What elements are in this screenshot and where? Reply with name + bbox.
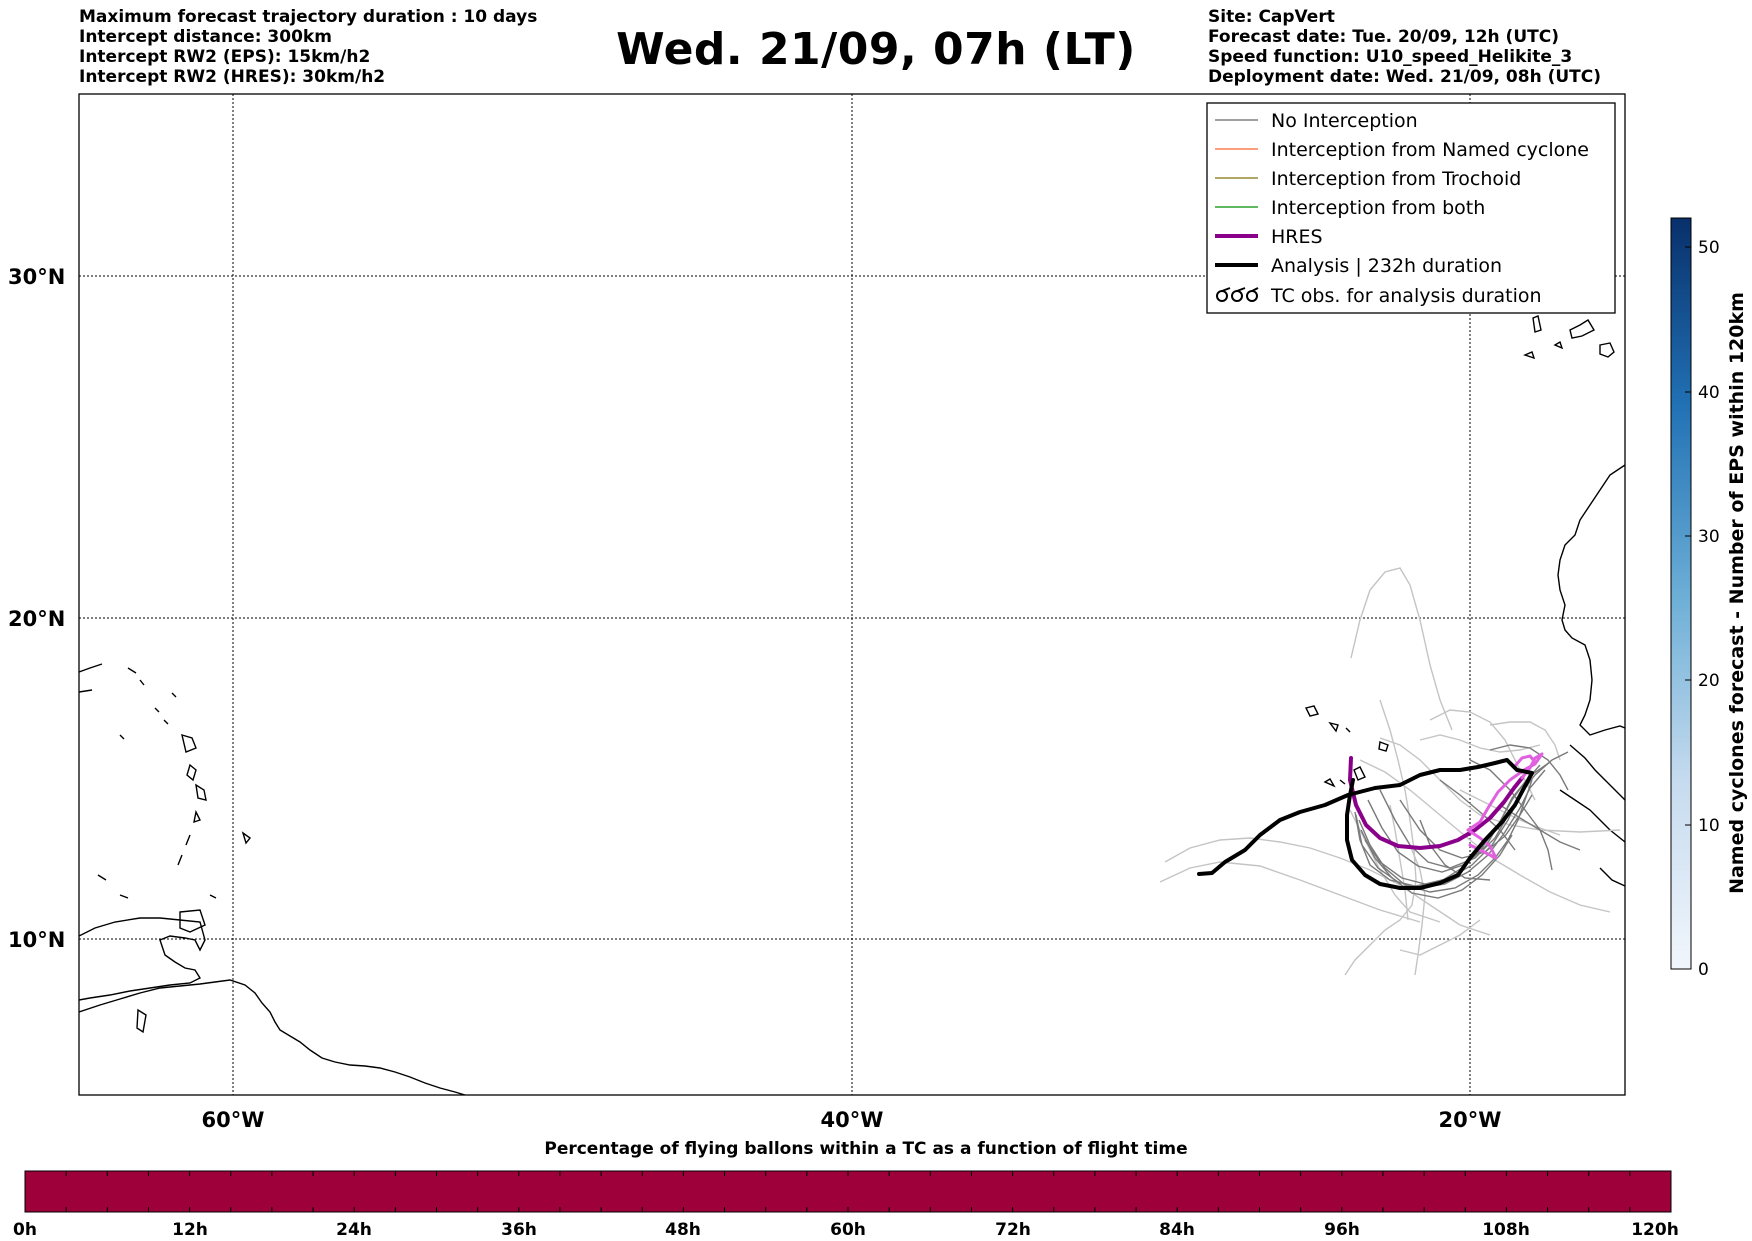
- colorbar-right: 0 10 20 30 40 50 Named cyclones forecast…: [1670, 217, 1748, 980]
- legend-label: Interception from Named cyclone: [1271, 139, 1589, 161]
- antilles-dots: [97, 692, 177, 899]
- info-line: Site: CapVert: [1208, 7, 1335, 27]
- tick-label: 72h: [995, 1220, 1031, 1240]
- legend-label: Analysis | 232h duration: [1271, 255, 1502, 277]
- trinidad: [179, 909, 206, 933]
- flight-time-bar: [24, 1170, 1672, 1213]
- tick-label: 24h: [336, 1220, 372, 1240]
- cyclone-symbols-icon: [1216, 287, 1259, 302]
- coastlines: [79, 315, 1625, 1095]
- info-line: Intercept distance: 300km: [79, 27, 332, 47]
- legend-entry: Interception from Named cyclone: [1215, 139, 1589, 161]
- info-line: Deployment date: Wed. 21/09, 08h (UTC): [1208, 67, 1602, 87]
- legend-entry: TC obs. for analysis duration: [1216, 285, 1542, 307]
- legend-label: Interception from both: [1271, 197, 1485, 219]
- colorbar-bottom-title: Percentage of flying ballons within a TC…: [544, 1139, 1187, 1159]
- axis-labels: 30°N 20°N 10°N 60°W 40°W 20°W: [8, 265, 1501, 1132]
- info-line: Forecast date: Tue. 20/09, 12h (UTC): [1208, 27, 1559, 47]
- tick-label: 60h: [830, 1220, 866, 1240]
- tick-label: 20: [1698, 671, 1720, 691]
- analysis-trajectory: [1197, 758, 1534, 890]
- tick-label: 50: [1698, 238, 1720, 258]
- colorbar-ticks: [1685, 246, 1691, 970]
- tick-label: 10: [1698, 816, 1720, 836]
- lat-label-10n: 10°N: [8, 928, 65, 952]
- tick-label: 36h: [501, 1220, 537, 1240]
- tick-label: 108h: [1482, 1220, 1530, 1240]
- flight-time-minor-ticks: [65, 1171, 1631, 1212]
- info-line: Speed function: U10_speed_Helikite_3: [1208, 47, 1573, 67]
- tick-label: 0: [1698, 960, 1709, 980]
- tick-label: 120h: [1631, 1220, 1679, 1240]
- tick-label: 48h: [665, 1220, 701, 1240]
- header-left: Maximum forecast trajectory duration : 1…: [79, 7, 537, 87]
- hres-segment-late: [1466, 752, 1544, 860]
- canary-islands: [1523, 315, 1615, 360]
- legend-entry: Interception from both: [1215, 197, 1485, 219]
- hres-segment-early: [1348, 756, 1524, 850]
- legend-entry: Analysis | 232h duration: [1215, 255, 1502, 277]
- legend-label: No Interception: [1271, 110, 1418, 132]
- tick-label: 84h: [1159, 1220, 1195, 1240]
- legend-entry: No Interception: [1215, 110, 1418, 132]
- lon-label-20w: 20°W: [1439, 1108, 1502, 1132]
- eps-trajectories-light: [1159, 567, 1621, 976]
- lesser-antilles: [136, 733, 252, 1034]
- tick-label: 30: [1698, 527, 1720, 547]
- colorbar-bottom: Percentage of flying ballons within a TC…: [13, 1139, 1679, 1240]
- legend: No Interception Interception from Named …: [1206, 102, 1616, 314]
- tick-label: 12h: [172, 1220, 208, 1240]
- header-right: Site: CapVert Forecast date: Tue. 20/09,…: [1208, 7, 1601, 87]
- lat-label-30n: 30°N: [8, 265, 65, 289]
- legend-entry: Interception from Trochoid: [1215, 168, 1521, 190]
- legend-box: [1206, 102, 1616, 314]
- northern-coast-fragments: [79, 663, 145, 693]
- hres-trajectory: [1348, 752, 1544, 860]
- lon-label-40w: 40°W: [821, 1108, 884, 1132]
- legend-label: TC obs. for analysis duration: [1270, 285, 1542, 307]
- tick-label: 96h: [1324, 1220, 1360, 1240]
- africa-coast: [1557, 464, 1625, 736]
- south-america-coast: [79, 979, 466, 1095]
- lat-label-20n: 20°N: [8, 607, 65, 631]
- info-line: Intercept RW2 (HRES): 30km/h2: [79, 67, 386, 87]
- legend-label: HRES: [1271, 226, 1323, 248]
- flight-time-tick-labels: 0h 12h 24h 36h 48h 60h 72h 84h 96h 108h …: [13, 1220, 1679, 1240]
- lon-label-60w: 60°W: [202, 1108, 265, 1132]
- colorbar-gradient: [1670, 217, 1692, 970]
- africa-lower-coast: [1559, 744, 1625, 887]
- tick-label: 40: [1698, 383, 1720, 403]
- tick-label: 0h: [13, 1220, 37, 1240]
- info-line: Intercept RW2 (EPS): 15km/h2: [79, 47, 371, 67]
- legend-label: Interception from Trochoid: [1271, 168, 1521, 190]
- map-panel: 30°N 20°N 10°N 60°W 40°W 20°W No Interce…: [8, 93, 1626, 1132]
- page-title: Wed. 21/09, 07h (LT): [616, 24, 1136, 75]
- colorbar-tick-labels: 0 10 20 30 40 50: [1698, 238, 1720, 980]
- info-line: Maximum forecast trajectory duration : 1…: [79, 7, 538, 27]
- legend-entry: HRES: [1215, 226, 1323, 248]
- venezuela-coast: [79, 917, 206, 1001]
- colorbar-axis-label: Named cyclones forecast - Number of EPS …: [1726, 292, 1748, 894]
- cape-verde-islands: [1304, 705, 1389, 788]
- map-frame: [78, 93, 1626, 1096]
